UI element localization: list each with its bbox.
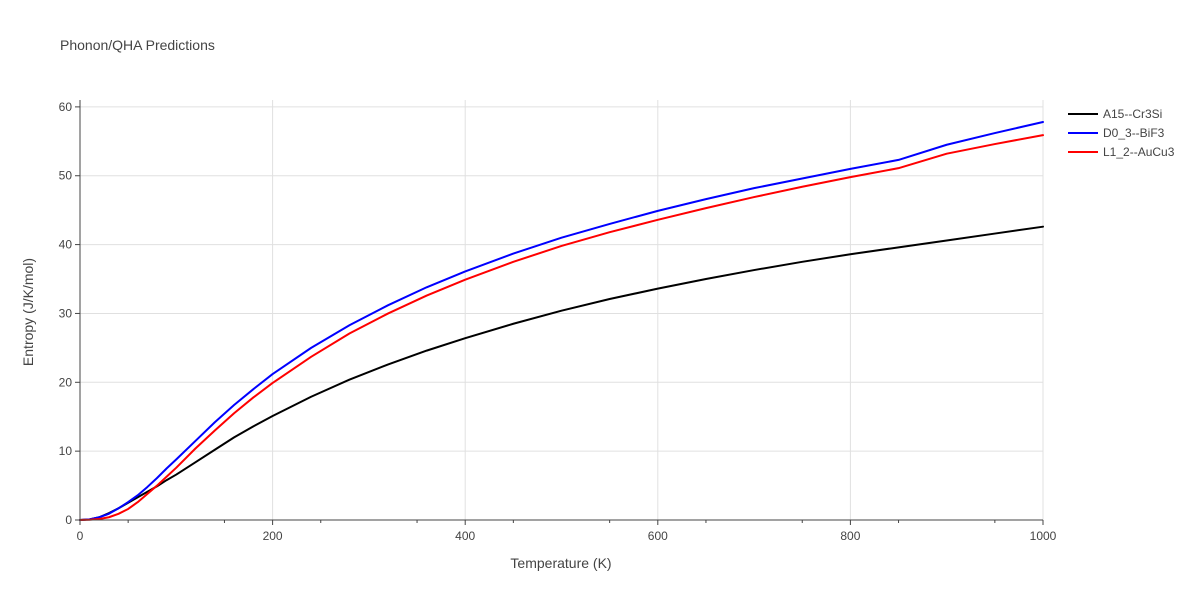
y-tick-label: 50 [59, 169, 73, 183]
chart-title: Phonon/QHA Predictions [60, 37, 215, 53]
series-line-l1-2-aucu3 [79, 134, 1044, 521]
y-tick-label: 60 [59, 100, 73, 114]
x-axis-ticks: 0 200 400 600 800 1000 [77, 520, 1057, 543]
x-tick-label: 0 [77, 529, 84, 543]
x-axis-title: Temperature (K) [510, 555, 611, 571]
x-tick-label: 600 [648, 529, 668, 543]
x-tick-label: 200 [263, 529, 283, 543]
x-tick-label: 800 [840, 529, 860, 543]
legend-item[interactable]: A15--Cr3Si [1068, 107, 1162, 121]
y-axis-ticks: 0 10 20 30 40 50 60 [59, 100, 80, 527]
legend-label: A15--Cr3Si [1103, 107, 1162, 121]
x-tick-label: 400 [455, 529, 475, 543]
y-axis-title: Entropy (J/K/mol) [20, 258, 36, 366]
legend-item[interactable]: L1_2--AuCu3 [1068, 145, 1175, 159]
legend-label: D0_3--BiF3 [1103, 126, 1165, 140]
y-tick-label: 0 [65, 513, 72, 527]
y-tick-label: 30 [59, 306, 73, 320]
legend-item[interactable]: D0_3--BiF3 [1068, 126, 1165, 140]
series-line-a15-cr3si [79, 225, 1044, 521]
x-tick-label: 1000 [1030, 529, 1057, 543]
y-tick-label: 20 [59, 375, 73, 389]
series-layer [79, 121, 1044, 521]
legend-label: L1_2--AuCu3 [1103, 145, 1175, 159]
legend: A15--Cr3Si D0_3--BiF3 L1_2--AuCu3 [1068, 107, 1175, 159]
series-line-d0-3-bif3 [79, 121, 1044, 521]
y-tick-label: 40 [59, 238, 73, 252]
y-tick-label: 10 [59, 444, 73, 458]
